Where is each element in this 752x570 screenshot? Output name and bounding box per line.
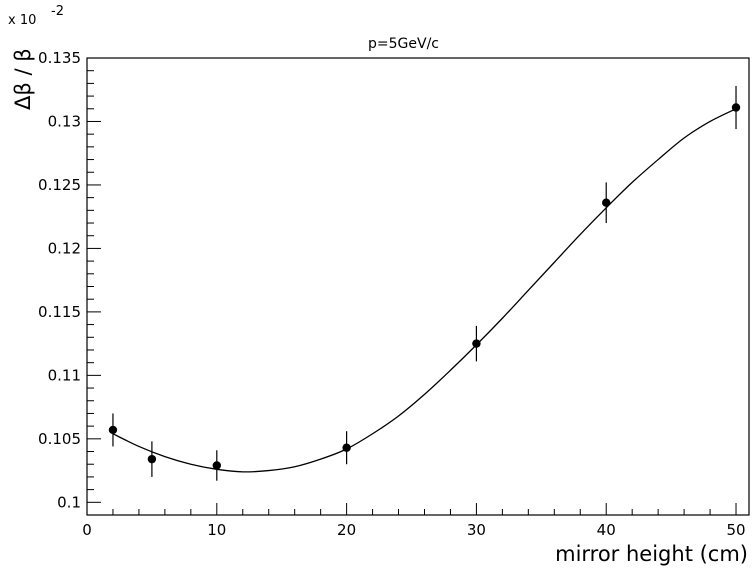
data-point [212, 461, 222, 470]
data-point [472, 339, 481, 348]
data-points [108, 85, 741, 481]
data-point [731, 103, 741, 112]
y-tick-label: 0.13 [48, 112, 81, 130]
x-tick-label: 40 [597, 521, 616, 539]
y-tick-label: 0.105 [38, 430, 81, 448]
fit-curve [112, 108, 737, 473]
y-tick-label: 0.115 [38, 303, 81, 321]
x-tick-label: 30 [467, 521, 486, 539]
x-axis-label: mirror height (cm) [555, 542, 748, 566]
plot-frame [86, 57, 750, 516]
x-tick-label: 10 [207, 521, 226, 539]
x-tick-label: 50 [726, 521, 745, 539]
data-point [342, 443, 351, 452]
y-tick-label: 0.1 [57, 493, 81, 511]
x-tick-label: 0 [82, 521, 92, 539]
y-tick-label: 0.125 [38, 176, 81, 194]
data-point [602, 198, 611, 207]
chart-title: p=5GeV/c [368, 36, 439, 52]
y-tick-label: 0.12 [48, 239, 81, 257]
x-tick-label: 20 [337, 521, 356, 539]
y-scale-multiplier: x 10 [8, 13, 36, 28]
y-axis-ticks: 0.1 0.105 0.11 0.115 0.12 0.125 0.13 0.135 [38, 49, 101, 516]
data-point [147, 454, 157, 464]
data-point [108, 425, 118, 435]
y-tick-label: 0.135 [38, 49, 81, 67]
y-axis-label: Δβ / β [11, 48, 35, 110]
y-scale-exponent: -2 [51, 4, 64, 19]
x-axis-ticks: 0 10 20 30 40 50 [82, 503, 746, 539]
y-tick-label: 0.11 [48, 366, 81, 384]
